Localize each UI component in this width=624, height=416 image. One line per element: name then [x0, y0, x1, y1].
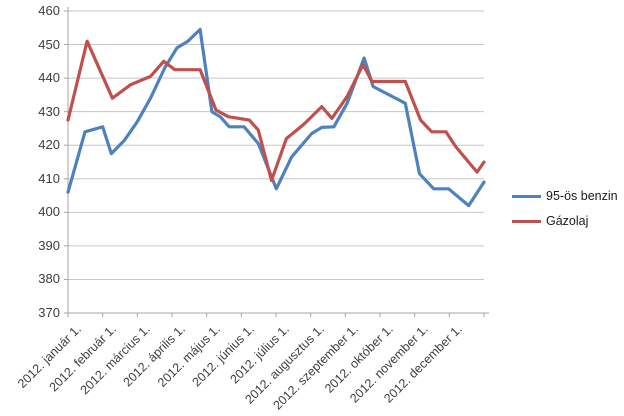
legend-swatch-benzin: [512, 194, 541, 198]
legend-label-benzin: 95-ös benzin: [546, 189, 618, 203]
y-axis-label-420: 420: [38, 137, 60, 153]
legend-item-gazolaj[interactable]: Gázolaj: [512, 212, 618, 230]
y-axis-label-410: 410: [38, 170, 60, 186]
legend-item-benzin[interactable]: 95-ös benzin: [512, 187, 618, 205]
y-axis-label-390: 390: [38, 237, 60, 253]
y-axis-label-400: 400: [38, 204, 60, 220]
series-line-gazolaj: [66, 39, 486, 183]
y-axis-label-450: 450: [38, 36, 60, 52]
y-axis-label-430: 430: [38, 103, 60, 119]
series-line-benzin: [66, 27, 486, 208]
legend-swatch-gazolaj: [512, 219, 541, 223]
y-axis-label-370: 370: [38, 305, 60, 320]
y-axis-label-460: 460: [38, 3, 60, 18]
legend-label-gazolaj: Gázolaj: [546, 214, 589, 228]
y-axis-label-380: 380: [38, 271, 60, 287]
y-axis-label-440: 440: [38, 70, 60, 86]
legend: 95-ös benzin Gázolaj: [512, 187, 618, 237]
